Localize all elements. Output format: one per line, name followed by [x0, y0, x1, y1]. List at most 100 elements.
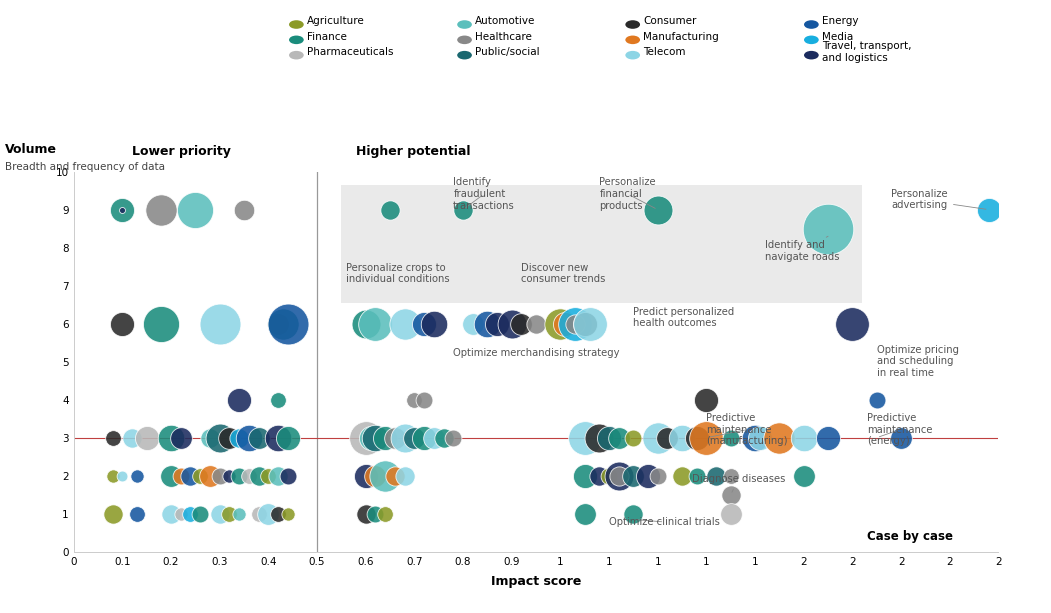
Point [124, 433, 141, 443]
Point [230, 471, 247, 481]
Text: Identify
fraudulent
transactions: Identify fraudulent transactions [453, 177, 515, 210]
Point [455, 205, 472, 215]
Point [128, 509, 145, 519]
Point [280, 319, 296, 329]
Point [163, 471, 180, 481]
Point [576, 433, 593, 443]
Point [557, 319, 574, 329]
Point [581, 319, 598, 329]
Point [211, 471, 228, 481]
Text: Pharmaceuticals: Pharmaceuticals [307, 47, 393, 57]
Point [415, 395, 432, 405]
Point [659, 433, 676, 443]
Point [250, 471, 267, 481]
Point [241, 471, 257, 481]
Point [600, 471, 617, 481]
Point [820, 433, 837, 443]
Point [376, 433, 393, 443]
Text: Finance: Finance [307, 32, 347, 42]
Point [241, 433, 257, 443]
Point [382, 205, 398, 215]
Point [104, 509, 121, 519]
Point [202, 433, 219, 443]
Text: Travel, transport,
and logistics: Travel, transport, and logistics [822, 41, 911, 63]
Text: Breadth and frequency of data: Breadth and frequency of data [5, 162, 165, 172]
Point [357, 319, 374, 329]
Text: Case by case: Case by case [867, 530, 953, 543]
Point [591, 433, 607, 443]
Point [270, 319, 287, 329]
Point [387, 471, 404, 481]
Text: Optimize clinical trials: Optimize clinical trials [609, 517, 720, 527]
Point [426, 319, 442, 329]
Point [128, 471, 145, 481]
Point [280, 433, 296, 443]
Point [722, 490, 739, 500]
Point [163, 509, 180, 519]
Text: Lower priority: Lower priority [132, 145, 231, 158]
Point [152, 319, 169, 329]
Point [182, 471, 199, 481]
Point [235, 205, 252, 215]
Point [751, 433, 768, 443]
Point [552, 319, 569, 329]
Point [868, 395, 885, 405]
Point [230, 395, 247, 405]
Point [820, 224, 837, 234]
Point [611, 471, 627, 481]
Point [415, 319, 432, 329]
X-axis label: Impact score: Impact score [491, 575, 581, 588]
Point [611, 471, 627, 481]
Point [698, 433, 715, 443]
Text: Agriculture: Agriculture [307, 17, 365, 26]
Point [396, 319, 413, 329]
Point [270, 395, 287, 405]
Text: Optimize pricing
and scheduling
in real time: Optimize pricing and scheduling in real … [877, 345, 959, 378]
Point [114, 205, 130, 215]
Point [367, 471, 384, 481]
Point [211, 319, 228, 329]
Point [576, 509, 593, 519]
Point [114, 319, 130, 329]
Point [114, 471, 130, 481]
Point [250, 509, 267, 519]
Text: Predict personalized
health outcomes: Predict personalized health outcomes [634, 306, 735, 328]
Point [796, 433, 812, 443]
Text: Diagnose diseases: Diagnose diseases [692, 474, 785, 492]
Point [426, 433, 442, 443]
Point [844, 319, 861, 329]
Point [796, 471, 812, 481]
Text: Personalize
advertising: Personalize advertising [891, 189, 986, 210]
Point [221, 471, 238, 481]
Text: Optimize merchandising strategy: Optimize merchandising strategy [453, 348, 620, 359]
Point [274, 319, 291, 329]
Point [270, 509, 287, 519]
Point [270, 433, 287, 443]
Point [202, 471, 219, 481]
Point [260, 471, 276, 481]
Point [415, 433, 432, 443]
Point [892, 433, 909, 443]
Point [707, 471, 724, 481]
Point [114, 205, 130, 215]
Point [221, 433, 238, 443]
Text: Predictive
maintenance
(energy): Predictive maintenance (energy) [867, 413, 932, 446]
Text: Higher potential: Higher potential [356, 145, 471, 158]
Point [489, 319, 506, 329]
Point [163, 433, 180, 443]
Point [367, 509, 384, 519]
Text: Personalize
financial
products: Personalize financial products [599, 177, 656, 210]
Point [503, 319, 520, 329]
Point [367, 319, 384, 329]
Point [576, 319, 593, 329]
Text: Automotive: Automotive [475, 17, 535, 26]
Point [722, 509, 739, 519]
Point [674, 471, 691, 481]
Point [172, 509, 189, 519]
Point [396, 433, 413, 443]
Point [250, 433, 267, 443]
Point [367, 433, 384, 443]
Point [688, 471, 705, 481]
Point [625, 471, 642, 481]
Point [357, 509, 374, 519]
